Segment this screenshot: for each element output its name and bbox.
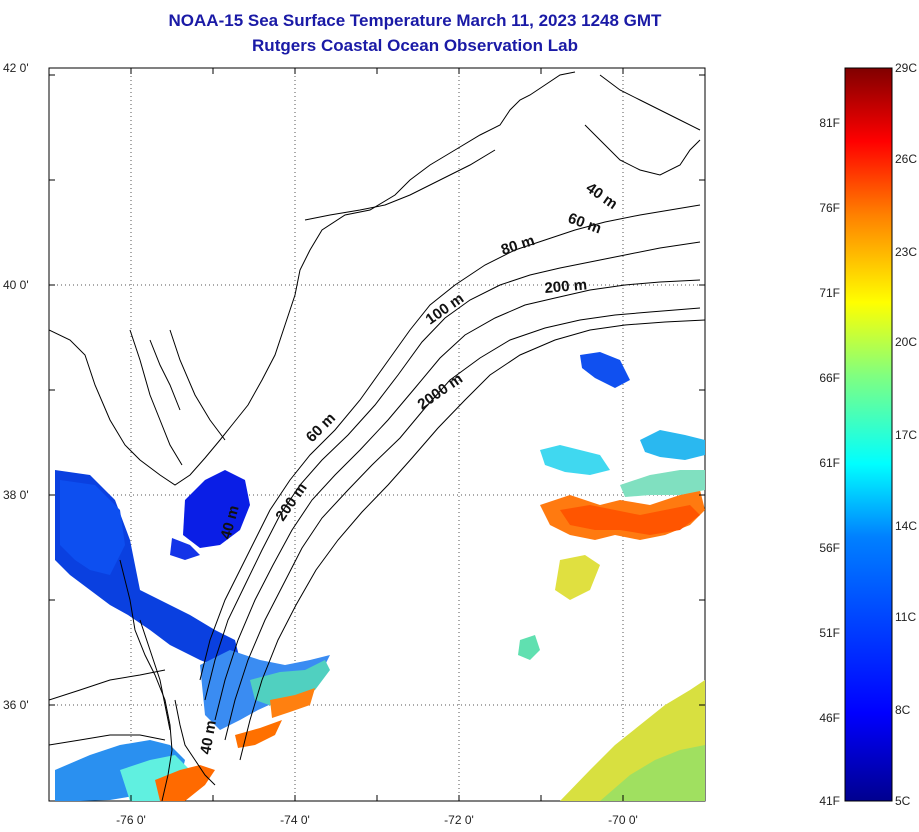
lon-tick-label: -72 0': [444, 813, 474, 827]
lat-tick-label: 40 0': [3, 278, 29, 292]
celsius-label: 17C: [895, 428, 917, 442]
fahrenheit-label: 41F: [819, 794, 840, 808]
fahrenheit-label: 46F: [819, 711, 840, 725]
celsius-label: 23C: [895, 245, 917, 259]
celsius-label: 8C: [895, 703, 911, 717]
fahrenheit-label: 76F: [819, 201, 840, 215]
colorbar-fahrenheit-labels: 81F 76F 71F 66F 61F 56F 51F 46F 41F: [819, 116, 840, 808]
celsius-label: 14C: [895, 519, 917, 533]
longitude-labels: -76 0' -74 0' -72 0' -70 0': [116, 813, 638, 827]
fahrenheit-label: 56F: [819, 541, 840, 555]
latitude-labels: 42 0' 40 0' 38 0' 36 0': [3, 61, 29, 712]
lat-tick-label: 38 0': [3, 488, 29, 502]
fahrenheit-label: 66F: [819, 371, 840, 385]
coastline: [49, 71, 701, 801]
lon-tick-label: -70 0': [608, 813, 638, 827]
celsius-label: 11C: [895, 610, 916, 624]
lon-tick-label: -76 0': [116, 813, 146, 827]
colorbar-celsius-labels: 29C 26C 23C 20C 17C 14C 11C 8C 5C: [895, 61, 917, 808]
map-subtitle: Rutgers Coastal Ocean Observation Lab: [252, 36, 578, 55]
colorbar: [844, 67, 893, 802]
fahrenheit-label: 51F: [819, 626, 840, 640]
isobath-label: 200 m: [544, 276, 588, 297]
fahrenheit-label: 81F: [819, 116, 840, 130]
isobath-label: 40 m: [197, 719, 220, 756]
lat-tick-label: 36 0': [3, 698, 29, 712]
celsius-label: 20C: [895, 335, 917, 349]
isobaths: [199, 204, 705, 761]
lat-tick-label: 42 0': [3, 61, 29, 75]
lon-tick-label: -74 0': [280, 813, 310, 827]
map-title: NOAA-15 Sea Surface Temperature March 11…: [168, 11, 662, 30]
celsius-label: 5C: [895, 794, 911, 808]
fahrenheit-label: 61F: [819, 456, 840, 470]
graticule: [49, 68, 705, 801]
sst-data: [55, 352, 705, 801]
axis-ticks: [49, 68, 705, 801]
celsius-label: 26C: [895, 152, 917, 166]
map-frame: [48, 67, 706, 802]
celsius-label: 29C: [895, 61, 917, 75]
fahrenheit-label: 71F: [819, 286, 840, 300]
